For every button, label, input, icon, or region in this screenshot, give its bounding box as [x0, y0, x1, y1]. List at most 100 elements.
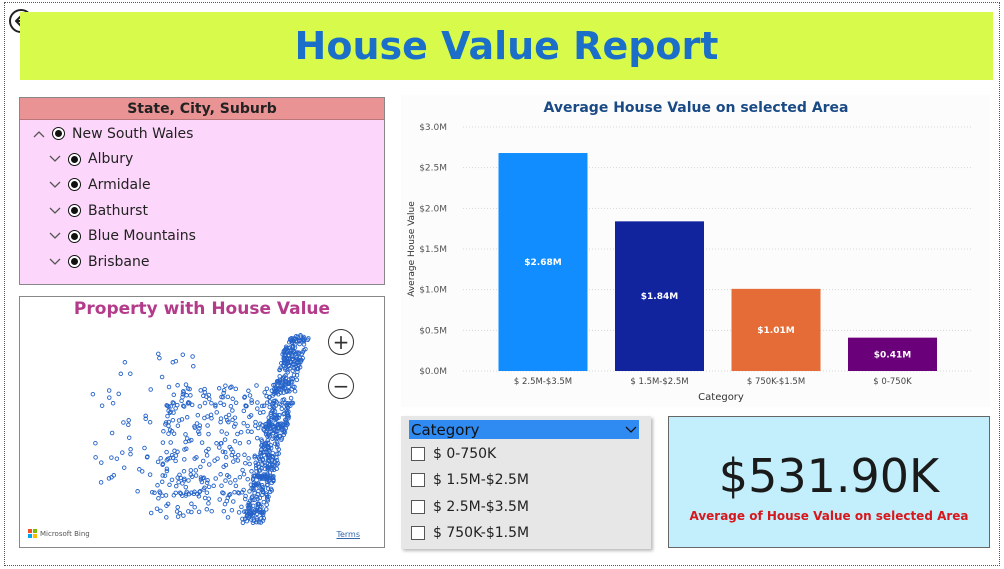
- map-point[interactable]: [209, 508, 214, 514]
- radio-selected-icon[interactable]: [68, 178, 81, 192]
- map-point[interactable]: [243, 493, 248, 499]
- map-point[interactable]: [267, 394, 272, 400]
- map-point[interactable]: [244, 518, 250, 524]
- map-point[interactable]: [259, 403, 265, 409]
- map-point[interactable]: [250, 477, 256, 482]
- map-point[interactable]: [284, 408, 290, 414]
- tree-item-blue-mountains[interactable]: Blue Mountains: [20, 223, 384, 249]
- map-point[interactable]: [285, 413, 291, 419]
- map-point[interactable]: [193, 473, 199, 478]
- map-point[interactable]: [297, 341, 302, 347]
- map-point[interactable]: [301, 347, 307, 353]
- map-point[interactable]: [218, 472, 223, 477]
- map-point[interactable]: [271, 382, 276, 388]
- map-point[interactable]: [192, 489, 197, 495]
- map-point[interactable]: [272, 459, 277, 464]
- map-point[interactable]: [290, 368, 295, 373]
- map-point[interactable]: [265, 400, 270, 405]
- map-point[interactable]: [147, 472, 153, 477]
- map-point[interactable]: [121, 465, 127, 470]
- map-point[interactable]: [168, 440, 173, 445]
- map-point[interactable]: [233, 483, 239, 489]
- map-point[interactable]: [128, 371, 133, 376]
- map-point[interactable]: [175, 402, 180, 408]
- checkbox[interactable]: [411, 500, 425, 514]
- map-point[interactable]: [225, 473, 230, 478]
- map-point[interactable]: [301, 337, 306, 342]
- map-point[interactable]: [98, 480, 104, 485]
- map-point[interactable]: [259, 422, 265, 428]
- map-point[interactable]: [253, 481, 258, 487]
- map-point[interactable]: [231, 499, 236, 504]
- map-point[interactable]: [106, 388, 112, 393]
- map-point[interactable]: [285, 381, 291, 387]
- map-point[interactable]: [274, 451, 280, 457]
- map-point[interactable]: [204, 480, 210, 485]
- map-point[interactable]: [158, 508, 163, 514]
- map-point[interactable]: [280, 397, 285, 403]
- map-point[interactable]: [240, 467, 245, 473]
- map-point[interactable]: [246, 440, 252, 445]
- map-point[interactable]: [249, 400, 254, 405]
- map-point[interactable]: [217, 497, 222, 502]
- map-point[interactable]: [143, 413, 148, 419]
- map-point[interactable]: [247, 461, 252, 467]
- map-point[interactable]: [229, 384, 234, 390]
- map-point[interactable]: [107, 395, 112, 400]
- map-point[interactable]: [285, 388, 290, 394]
- map-point[interactable]: [244, 514, 250, 519]
- map-point[interactable]: [193, 468, 199, 473]
- map-point[interactable]: [274, 458, 280, 463]
- map-point[interactable]: [267, 404, 272, 410]
- map-point[interactable]: [169, 452, 175, 458]
- map-point[interactable]: [154, 506, 160, 511]
- map-point[interactable]: [253, 419, 258, 425]
- map-point[interactable]: [222, 437, 228, 442]
- map-point[interactable]: [186, 491, 192, 497]
- map-point[interactable]: [183, 484, 189, 490]
- tree-item-brisbane[interactable]: Brisbane: [20, 249, 384, 275]
- map-point[interactable]: [236, 510, 242, 515]
- map-point[interactable]: [93, 455, 98, 460]
- map-point[interactable]: [253, 465, 259, 471]
- map-point[interactable]: [288, 395, 294, 401]
- map-point[interactable]: [264, 386, 270, 391]
- map-point[interactable]: [180, 394, 185, 400]
- map-point[interactable]: [233, 400, 239, 406]
- map-point[interactable]: [120, 450, 125, 455]
- map-point[interactable]: [258, 451, 263, 456]
- map-point[interactable]: [256, 519, 262, 525]
- map-point[interactable]: [175, 514, 181, 519]
- map-point[interactable]: [221, 508, 227, 514]
- map-point[interactable]: [233, 454, 238, 460]
- map-point[interactable]: [280, 422, 285, 427]
- map-point[interactable]: [291, 340, 296, 345]
- map-point[interactable]: [286, 363, 292, 369]
- map-point[interactable]: [277, 421, 282, 427]
- map-point[interactable]: [282, 386, 287, 391]
- map-point[interactable]: [163, 493, 169, 498]
- map-point[interactable]: [192, 425, 198, 430]
- map-point[interactable]: [267, 422, 273, 428]
- map-point[interactable]: [221, 402, 227, 408]
- map-point[interactable]: [256, 482, 262, 488]
- map-point[interactable]: [164, 515, 169, 520]
- map-point[interactable]: [222, 449, 228, 455]
- map-point[interactable]: [292, 345, 298, 350]
- map-point[interactable]: [282, 363, 287, 369]
- map-point[interactable]: [251, 518, 257, 524]
- zoom-out-button[interactable]: −: [328, 373, 354, 399]
- map-point[interactable]: [201, 475, 207, 481]
- map-point[interactable]: [258, 468, 263, 473]
- map-point[interactable]: [109, 455, 114, 460]
- map-point[interactable]: [179, 398, 184, 404]
- map-point[interactable]: [259, 443, 264, 448]
- map-point[interactable]: [219, 394, 224, 400]
- map-point[interactable]: [137, 467, 142, 472]
- map-point[interactable]: [221, 388, 227, 393]
- map-point[interactable]: [255, 400, 260, 405]
- map-point[interactable]: [167, 455, 172, 461]
- map-point[interactable]: [169, 428, 175, 434]
- chevron-down-icon[interactable]: [48, 232, 62, 240]
- radio-selected-icon[interactable]: [68, 255, 81, 269]
